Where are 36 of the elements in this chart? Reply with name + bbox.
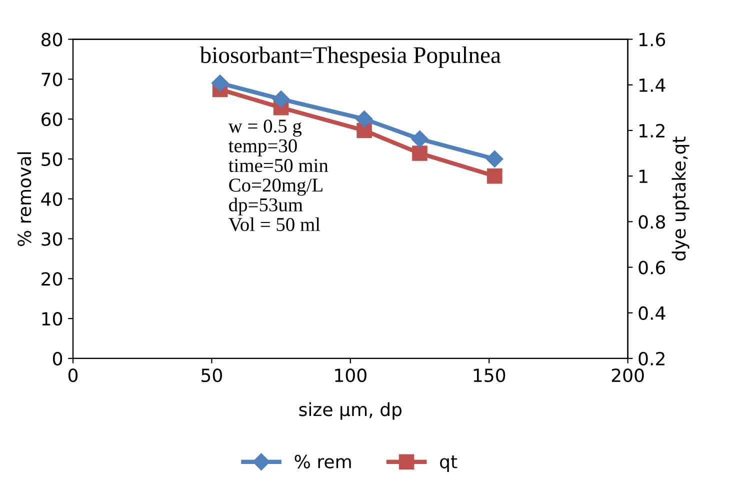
point — [412, 146, 428, 161]
x-tick-label: 100 — [335, 368, 366, 382]
y2-tick-label: 0.8 — [638, 215, 665, 229]
y2-axis-title: dye uptake,qt — [672, 136, 690, 260]
y-tick-label: 0 — [52, 352, 62, 366]
y-tick-label: 20 — [42, 272, 62, 286]
y2-tick-label: 1.6 — [640, 32, 666, 46]
y2-tick-label: 1.4 — [640, 78, 666, 92]
point — [211, 74, 229, 92]
y-tick-label: 30 — [42, 232, 62, 246]
point — [487, 168, 502, 184]
point — [272, 90, 290, 108]
x-axis-title: size µm, dp — [299, 402, 402, 420]
y2-tick-label: 0.2 — [638, 352, 664, 366]
y-axis-title: % removal — [17, 152, 32, 246]
x-tick-label: 200 — [612, 368, 644, 382]
point — [356, 110, 373, 128]
y-tick-label: 80 — [42, 32, 62, 46]
x-tick-label: 50 — [202, 368, 222, 382]
x-tick-label: 0 — [68, 368, 78, 382]
legend-label: % rem — [294, 454, 351, 468]
y-tick-label: 60 — [42, 112, 62, 126]
chart-title: biosorbant=Thespesia Populnea — [200, 46, 501, 68]
y2-tick-label: 1.2 — [640, 124, 664, 138]
point — [411, 130, 428, 148]
y-tick-label: 70 — [42, 72, 62, 86]
legend-label: qt — [440, 456, 458, 472]
y-tick-label: 40 — [41, 192, 62, 206]
y2-tick-label: 0.6 — [638, 260, 666, 274]
y2-tick-label: 0.4 — [638, 306, 666, 320]
y2-tick-label: 1 — [640, 170, 648, 183]
y-tick-label: 50 — [42, 152, 62, 166]
annotation: w = 0.5 g temp=30 time=50 min Co=20mg/L dp=53um Vol = 50 ml — [228, 120, 328, 232]
y-tick-label: 10 — [42, 312, 62, 326]
x-tick-label: 150 — [474, 368, 506, 382]
point — [486, 150, 504, 168]
